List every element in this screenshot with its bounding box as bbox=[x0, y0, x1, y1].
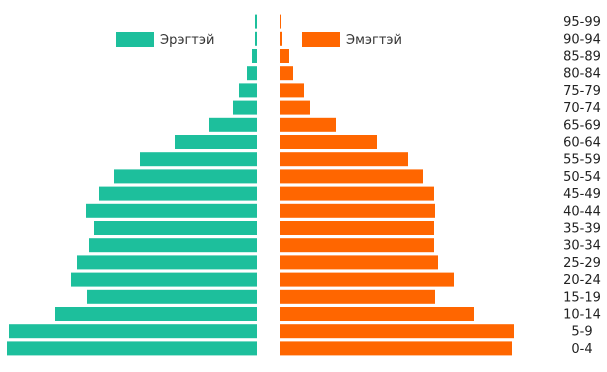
legend: Эрэгтэй Эмэгтэй bbox=[116, 32, 402, 48]
bar-male-10-14[interactable] bbox=[55, 307, 257, 321]
bar-male-20-24[interactable] bbox=[71, 272, 257, 287]
bar-female-45-49[interactable] bbox=[280, 186, 434, 201]
legend-swatch-male bbox=[116, 32, 154, 47]
age-label-0-4: 0-4 bbox=[571, 342, 592, 357]
bar-female-25-29[interactable] bbox=[280, 255, 438, 270]
bar-male-15-19[interactable] bbox=[87, 289, 257, 304]
bar-female-15-19[interactable] bbox=[280, 289, 435, 304]
bar-female-75-79[interactable] bbox=[280, 83, 304, 98]
bar-female-50-54[interactable] bbox=[280, 169, 423, 184]
female-series bbox=[280, 14, 514, 356]
bar-female-35-39[interactable] bbox=[280, 221, 434, 235]
bar-male-55-59[interactable] bbox=[140, 152, 257, 167]
bar-male-85-89[interactable] bbox=[252, 49, 257, 63]
bar-female-85-89[interactable] bbox=[280, 49, 289, 63]
bar-female-70-74[interactable] bbox=[280, 100, 310, 115]
age-label-50-54: 50-54 bbox=[563, 170, 601, 185]
age-label-80-84: 80-84 bbox=[563, 67, 601, 82]
age-label-70-74: 70-74 bbox=[563, 101, 601, 116]
bar-male-80-84[interactable] bbox=[247, 66, 257, 81]
bar-male-35-39[interactable] bbox=[94, 221, 257, 235]
bar-female-55-59[interactable] bbox=[280, 152, 408, 167]
bar-female-20-24[interactable] bbox=[280, 272, 454, 287]
bar-male-65-69[interactable] bbox=[209, 117, 257, 132]
bar-male-5-9[interactable] bbox=[9, 324, 257, 339]
age-label-60-64: 60-64 bbox=[563, 136, 601, 151]
age-label-85-89: 85-89 bbox=[563, 50, 601, 65]
bar-male-90-94[interactable] bbox=[255, 31, 257, 46]
age-axis: 0-4 5-9 10-14 15-19 20-24 25-29 30-34 35-39 40-4… bbox=[563, 15, 601, 357]
bar-female-0-4[interactable] bbox=[280, 341, 512, 356]
age-label-15-19: 15-19 bbox=[563, 290, 601, 305]
bar-female-40-44[interactable] bbox=[280, 203, 435, 218]
bar-female-90-94[interactable] bbox=[280, 31, 282, 46]
age-label-95-99: 95-99 bbox=[563, 15, 601, 30]
bar-female-80-84[interactable] bbox=[280, 66, 293, 81]
bar-male-45-49[interactable] bbox=[99, 186, 257, 201]
bar-male-30-34[interactable] bbox=[89, 238, 257, 253]
age-label-25-29: 25-29 bbox=[563, 256, 601, 271]
bar-female-10-14[interactable] bbox=[280, 307, 474, 321]
age-label-10-14: 10-14 bbox=[563, 308, 601, 323]
bar-female-65-69[interactable] bbox=[280, 117, 336, 132]
bar-female-5-9[interactable] bbox=[280, 324, 514, 339]
bar-female-30-34[interactable] bbox=[280, 238, 434, 253]
age-label-20-24: 20-24 bbox=[563, 273, 601, 288]
bar-female-60-64[interactable] bbox=[280, 135, 377, 149]
bar-male-0-4[interactable] bbox=[7, 341, 257, 356]
age-label-55-59: 55-59 bbox=[563, 153, 601, 168]
bar-male-60-64[interactable] bbox=[175, 135, 257, 149]
bar-male-40-44[interactable] bbox=[86, 203, 257, 218]
bar-male-95-99[interactable] bbox=[255, 14, 257, 29]
legend-item-male[interactable]: Эрэгтэй bbox=[116, 32, 214, 48]
legend-label-male: Эрэгтэй bbox=[160, 33, 214, 48]
legend-swatch-female bbox=[302, 32, 340, 47]
age-label-35-39: 35-39 bbox=[563, 222, 601, 237]
age-label-90-94: 90-94 bbox=[563, 32, 601, 47]
age-label-45-49: 45-49 bbox=[563, 187, 601, 202]
bar-female-95-99[interactable] bbox=[280, 14, 281, 29]
bar-male-70-74[interactable] bbox=[233, 100, 257, 115]
age-label-65-69: 65-69 bbox=[563, 118, 601, 133]
age-label-40-44: 40-44 bbox=[563, 204, 601, 219]
age-label-30-34: 30-34 bbox=[563, 239, 601, 254]
age-label-5-9: 5-9 bbox=[571, 325, 592, 340]
bar-male-25-29[interactable] bbox=[77, 255, 257, 270]
age-label-75-79: 75-79 bbox=[563, 84, 601, 99]
bar-male-75-79[interactable] bbox=[239, 83, 257, 98]
male-series bbox=[7, 14, 257, 356]
legend-label-female: Эмэгтэй bbox=[346, 33, 402, 48]
bar-male-50-54[interactable] bbox=[114, 169, 257, 184]
legend-item-female[interactable]: Эмэгтэй bbox=[302, 32, 402, 48]
